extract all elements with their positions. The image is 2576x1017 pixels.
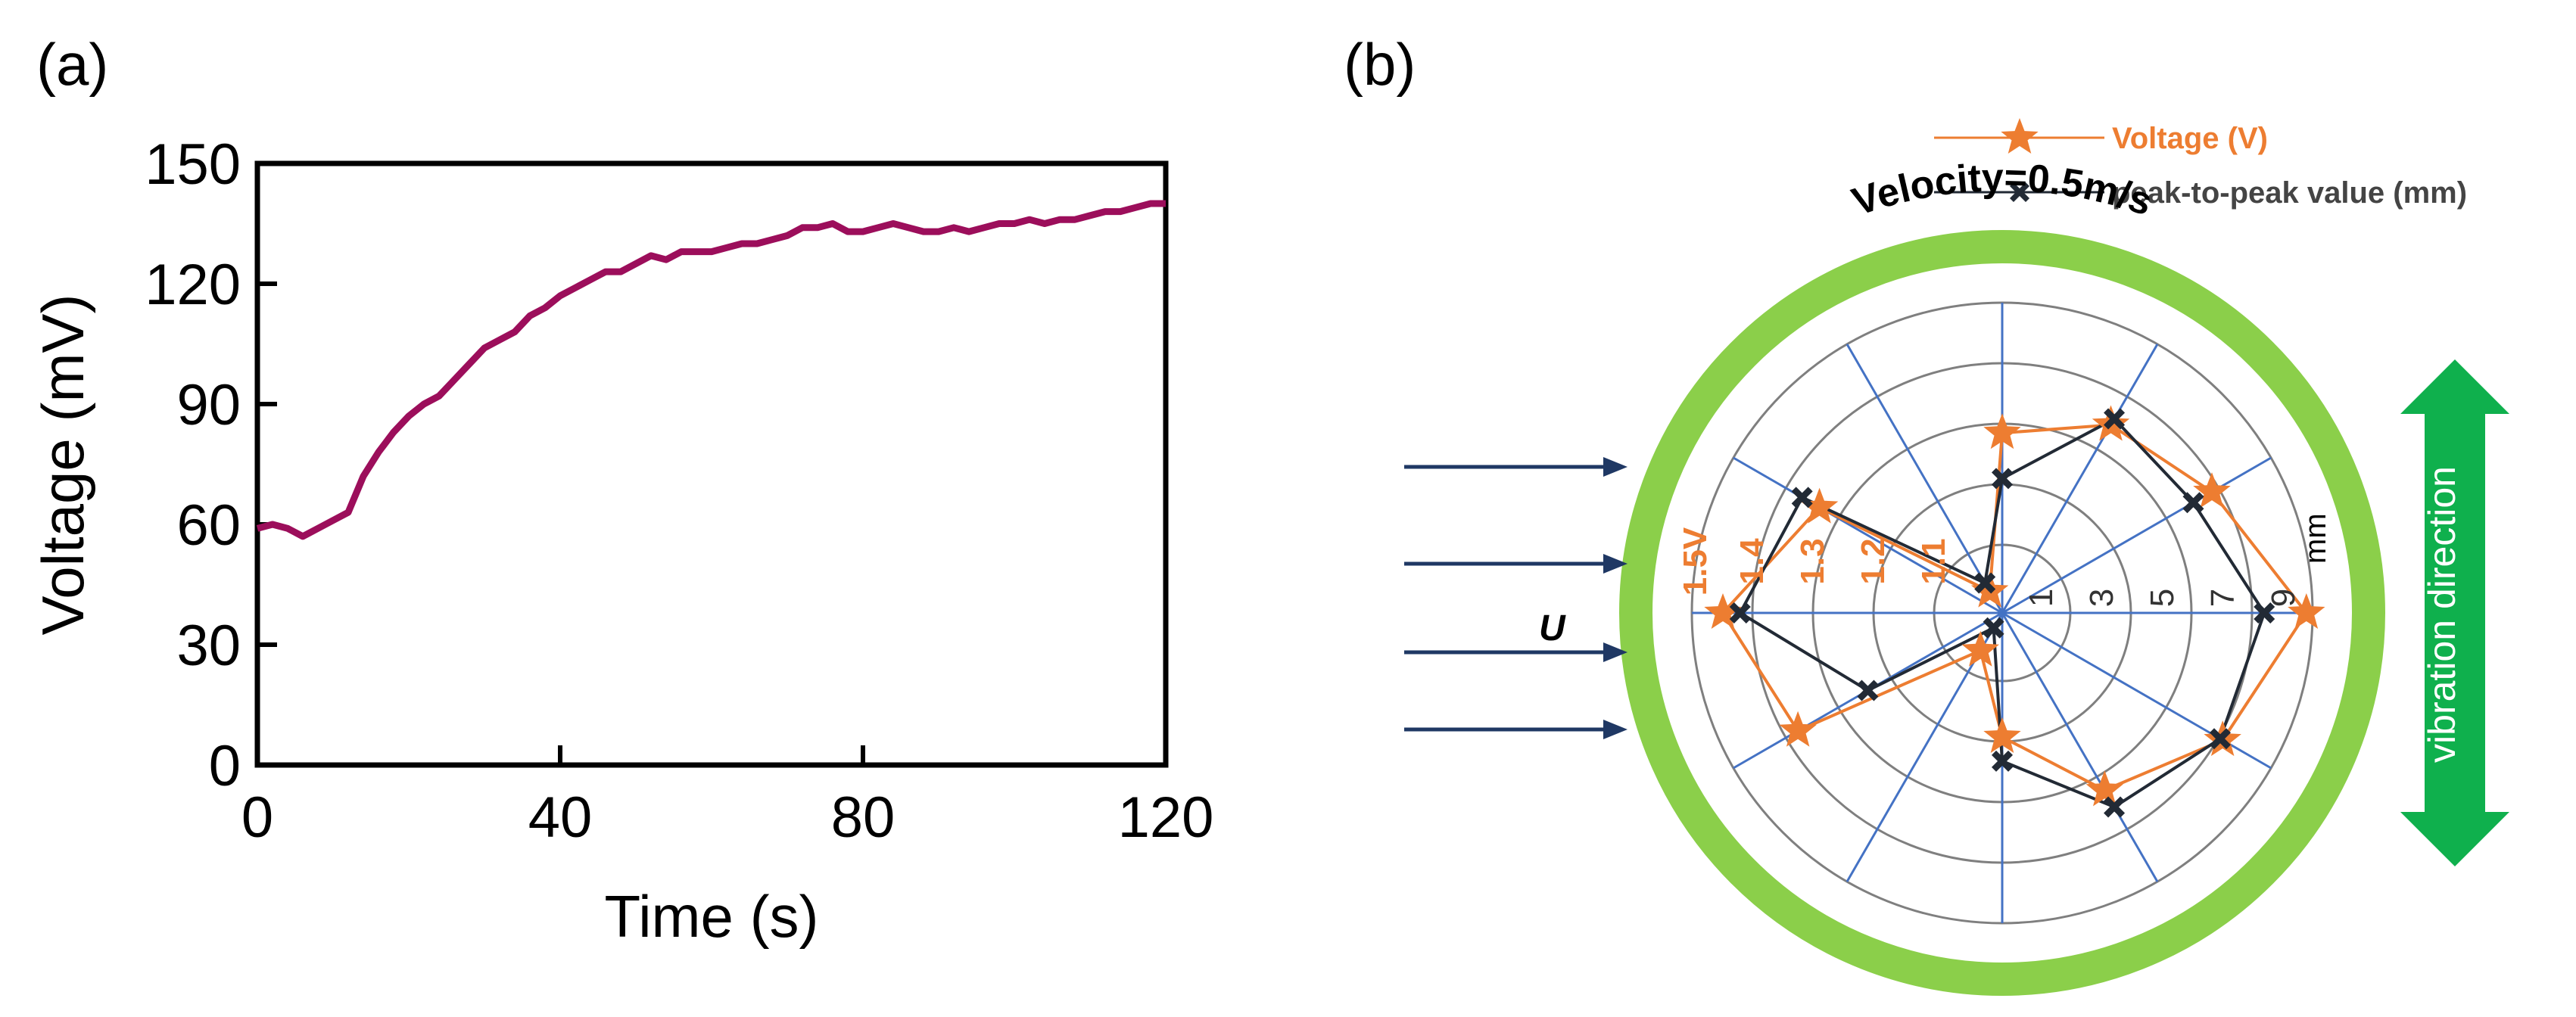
y-tick-label: 90 (176, 373, 241, 437)
mm-scale-labels: 1 3 5 7 9 (2023, 589, 2302, 607)
y-axis-ticks: 0 30 60 90 120 150 (145, 132, 277, 798)
peak-point (1729, 602, 1751, 624)
outer-velocity-ring (1619, 230, 2385, 996)
voltage-point (2288, 593, 2325, 629)
peak-point (2254, 602, 2275, 624)
y-tick-label: 120 (145, 253, 241, 317)
voltage-series-line (256, 200, 1166, 540)
voltage-point (1779, 711, 1817, 747)
x-tick-label: 80 (831, 785, 896, 850)
voltage-point (2193, 472, 2231, 508)
voltage-point (1961, 630, 1999, 667)
y-tick-label: 60 (176, 493, 241, 558)
x-tick-label: 40 (528, 785, 593, 850)
y-tick-label: 150 (145, 132, 241, 197)
velocity-title: Velocity=0.5m/s (1847, 156, 2157, 225)
panel-b-label: (b) (1344, 31, 1416, 98)
peak-point (2104, 408, 2126, 430)
x-tick-label: 120 (1118, 785, 1214, 850)
plot-frame-a (254, 160, 1169, 768)
legend-voltage-label: Voltage (V) (2112, 122, 2268, 155)
mm-scale-label: 5 (2144, 589, 2181, 607)
peak-point (2182, 492, 2204, 514)
flow-arrows (1404, 457, 1628, 739)
flow-arrow-head-icon (1603, 554, 1628, 574)
mm-scale-label: 3 (2083, 589, 2120, 607)
voltage-point (1704, 593, 1742, 629)
mm-scale-label: 7 (2204, 589, 2241, 607)
vibration-double-arrow-icon (2400, 359, 2509, 866)
voltage-scale-label: 1.4 (1733, 538, 1771, 585)
legend-peak-label: peak-to-peak value (mm) (2112, 176, 2467, 210)
mm-scale-label: 9 (2265, 589, 2302, 607)
voltage-point (1983, 717, 2021, 753)
voltage-point (1983, 413, 2021, 449)
x-tick-label: 0 (241, 785, 273, 850)
peak-point (1992, 468, 2013, 490)
voltage-scale-label: 1.1 (1915, 538, 1952, 584)
voltage-scale-label: 1.5V (1677, 527, 1714, 596)
peak-point (2104, 796, 2126, 818)
x-axis-ticks: 0 40 80 120 (241, 745, 1214, 850)
radar-grid (1690, 301, 2314, 925)
y-tick-label: 30 (176, 614, 241, 678)
flow-label: U (1539, 608, 1566, 648)
peak-point (1983, 617, 2004, 639)
legend-peak-marker (2010, 182, 2029, 202)
mm-scale-label: 1 (2023, 589, 2060, 607)
peak-point (1992, 750, 2013, 772)
legend: Voltage (V) peak-to-peak value (mm) (1934, 118, 2467, 210)
x-axis-label: Time (s) (604, 883, 818, 950)
vibration-direction-label: vibration direction (2421, 466, 2463, 763)
legend-voltage-marker (2001, 118, 2039, 154)
voltage-point (2085, 770, 2123, 807)
voltage-point (1800, 487, 1839, 524)
peak-point (1857, 680, 1879, 701)
y-axis-label: Voltage (mV) (30, 294, 96, 636)
grid-spoke (1733, 456, 2003, 614)
peak-point (2210, 728, 2232, 750)
panel-a-line-chart: 0 30 60 90 120 150 0 40 80 120 Time (s) Voltage … (30, 132, 1213, 950)
peak-point (1791, 487, 1813, 508)
flow-arrow-head-icon (1603, 642, 1628, 662)
grid-spoke (2001, 344, 2159, 614)
mm-unit-label: mm (2299, 513, 2332, 564)
grid-spoke (2001, 456, 2272, 614)
panel-b-radar-chart: Voltage (V) peak-to-peak value (mm) Velo… (1404, 118, 2509, 996)
voltage-scale-label: 1.3 (1794, 538, 1831, 584)
flow-arrow-head-icon (1603, 457, 1628, 477)
peak-markers (1729, 408, 2275, 818)
y-tick-label: 0 (209, 734, 241, 798)
grid-spoke (2001, 612, 2159, 882)
voltage-scale-labels: 1.1 1.2 1.3 1.4 1.5V (1677, 527, 1952, 596)
voltage-scale-label: 1.2 (1855, 538, 1892, 584)
flow-arrow-head-icon (1603, 720, 1628, 739)
panel-a-label: (a) (36, 31, 108, 98)
grid-spoke (1846, 344, 2004, 614)
peak-point (1974, 572, 1996, 594)
